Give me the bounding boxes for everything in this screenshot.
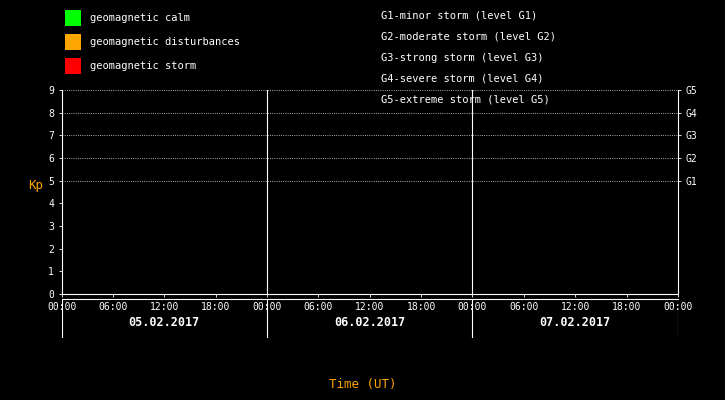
Text: 07.02.2017: 07.02.2017 — [539, 316, 610, 328]
Text: Time (UT): Time (UT) — [328, 378, 397, 391]
Text: G2-moderate storm (level G2): G2-moderate storm (level G2) — [381, 32, 555, 42]
Text: 06.02.2017: 06.02.2017 — [334, 316, 405, 328]
Text: G4-severe storm (level G4): G4-severe storm (level G4) — [381, 74, 543, 84]
Text: geomagnetic storm: geomagnetic storm — [90, 61, 196, 71]
Text: 05.02.2017: 05.02.2017 — [129, 316, 200, 328]
Text: G5-extreme storm (level G5): G5-extreme storm (level G5) — [381, 94, 550, 104]
Text: G3-strong storm (level G3): G3-strong storm (level G3) — [381, 53, 543, 63]
Y-axis label: Kp: Kp — [28, 179, 44, 192]
Text: geomagnetic calm: geomagnetic calm — [90, 13, 190, 23]
Text: geomagnetic disturbances: geomagnetic disturbances — [90, 37, 240, 47]
Text: G1-minor storm (level G1): G1-minor storm (level G1) — [381, 11, 537, 21]
